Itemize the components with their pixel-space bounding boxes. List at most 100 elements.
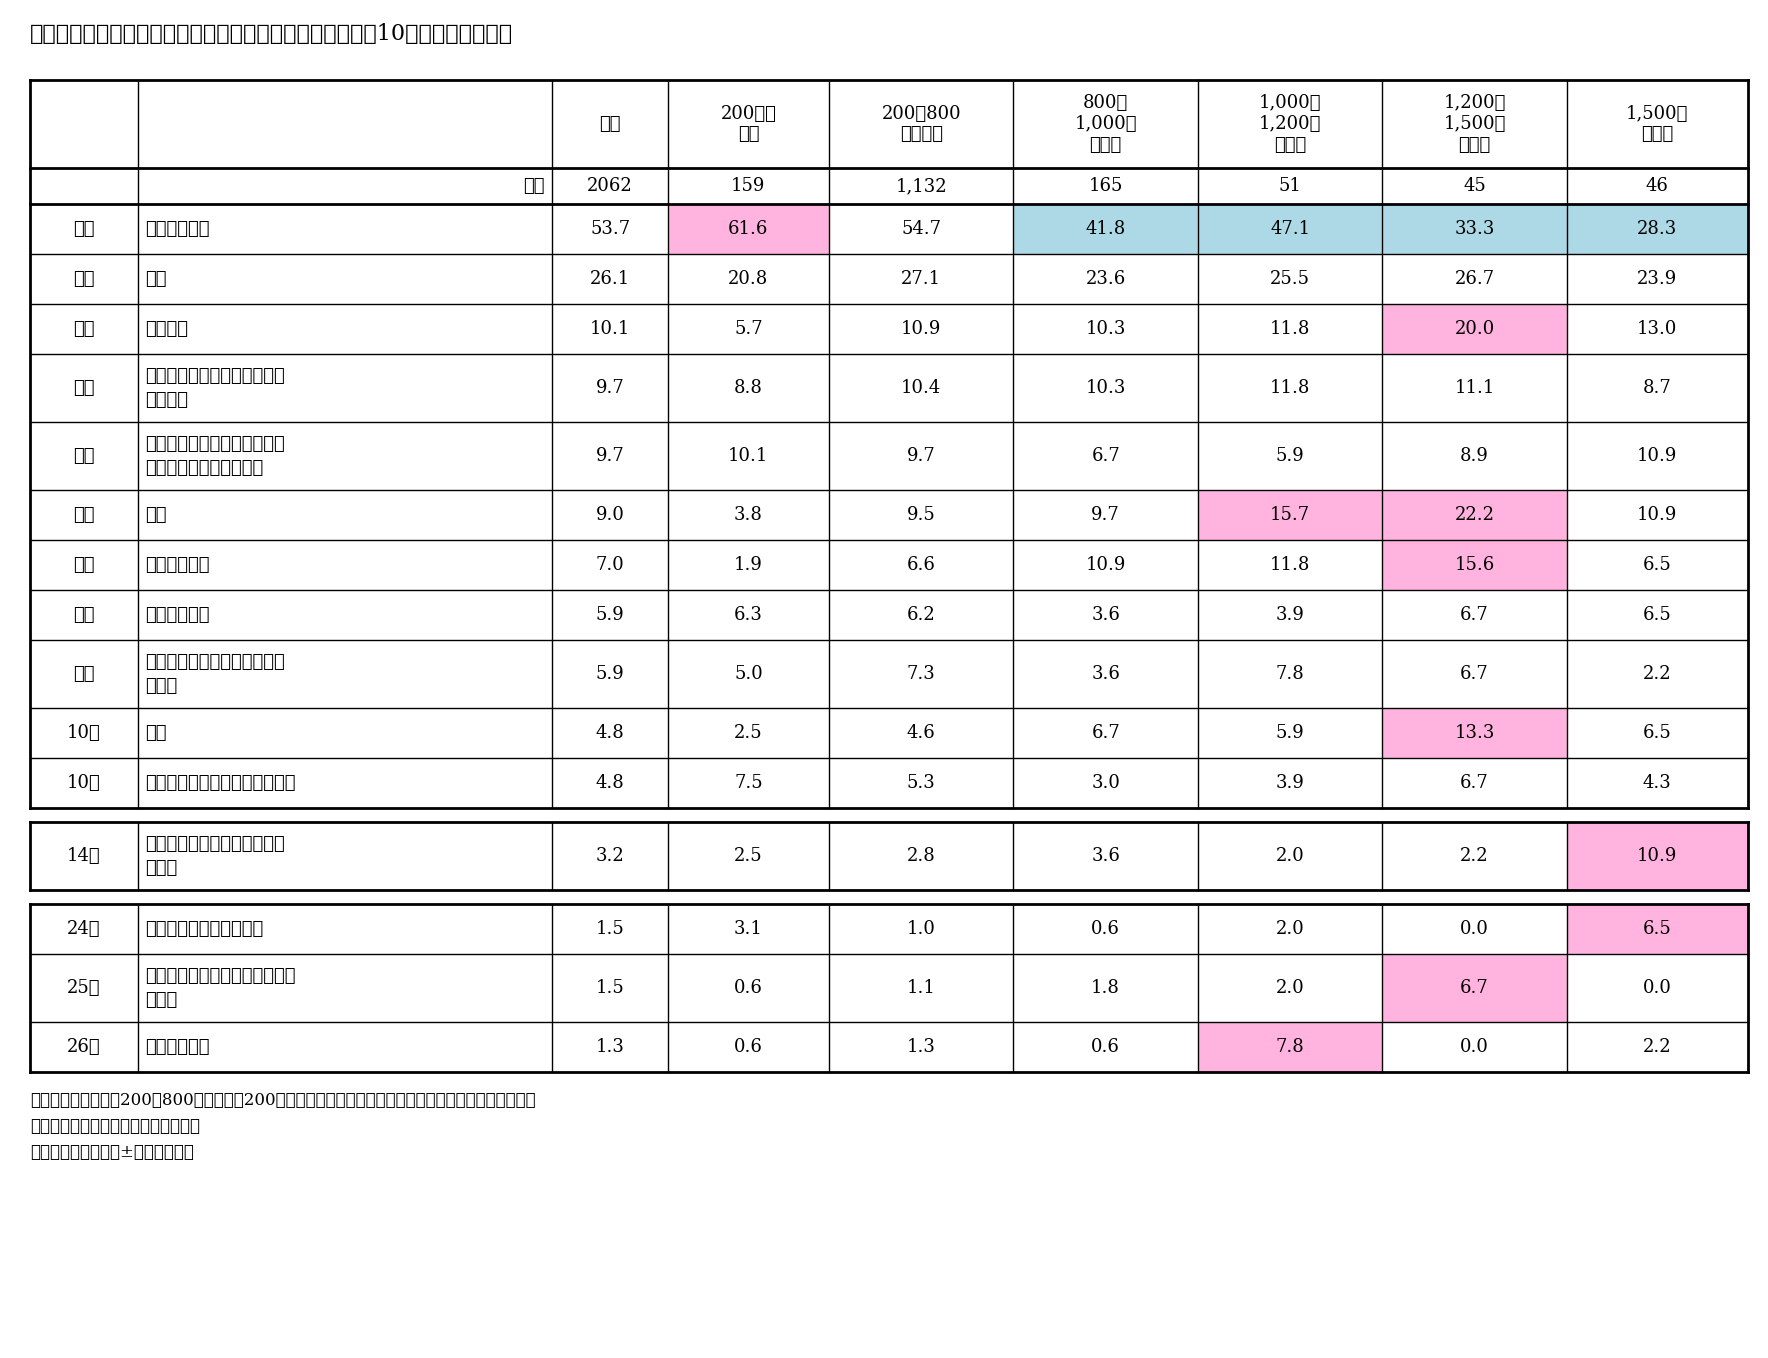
Text: 6.5: 6.5 xyxy=(1642,606,1673,623)
Text: 13.3: 13.3 xyxy=(1455,724,1494,741)
Text: 10.1: 10.1 xyxy=(591,320,629,338)
Text: 26位: 26位 xyxy=(67,1038,101,1057)
Text: 10位: 10位 xyxy=(67,774,101,792)
Text: 0.0: 0.0 xyxy=(1460,1038,1489,1057)
Text: 3.6: 3.6 xyxy=(1091,606,1121,623)
Text: 10.1: 10.1 xyxy=(728,447,769,464)
Text: 9.7: 9.7 xyxy=(1091,507,1121,524)
Text: 6.7: 6.7 xyxy=(1091,724,1121,741)
Text: 53.7: 53.7 xyxy=(591,220,629,238)
Text: 61.6: 61.6 xyxy=(728,220,769,238)
Text: 3.6: 3.6 xyxy=(1091,847,1121,865)
Text: 0.6: 0.6 xyxy=(734,1038,762,1057)
Text: 11.8: 11.8 xyxy=(1269,379,1310,397)
Text: 15.6: 15.6 xyxy=(1455,555,1494,574)
Text: 10.9: 10.9 xyxy=(1086,555,1126,574)
Text: 6.7: 6.7 xyxy=(1460,606,1489,623)
Text: ３位: ３位 xyxy=(72,320,94,338)
Text: 9.0: 9.0 xyxy=(596,507,624,524)
Text: １位: １位 xyxy=(72,220,94,238)
Bar xyxy=(1383,304,1566,354)
Text: 159: 159 xyxy=(732,177,766,196)
Text: 10.4: 10.4 xyxy=(902,379,941,397)
Text: 6.5: 6.5 xyxy=(1642,919,1673,938)
Text: 0.0: 0.0 xyxy=(1460,919,1489,938)
Text: 26.1: 26.1 xyxy=(591,270,629,288)
Text: 3.9: 3.9 xyxy=(1276,606,1305,623)
Text: 医療（健康診断や予防を含む）: 医療（健康診断や予防を含む） xyxy=(145,774,295,792)
Bar xyxy=(1199,490,1383,540)
Text: 6.6: 6.6 xyxy=(907,555,935,574)
Text: 1,500万
円以上: 1,500万 円以上 xyxy=(1627,105,1688,144)
Text: 20.8: 20.8 xyxy=(728,270,769,288)
Text: 14位: 14位 xyxy=(67,847,101,865)
Text: 5.9: 5.9 xyxy=(1276,447,1305,464)
Text: 2.5: 2.5 xyxy=(734,724,762,741)
Text: ６位: ６位 xyxy=(72,507,94,524)
Text: 子どもの教育: 子どもの教育 xyxy=(145,555,210,574)
Text: 2062: 2062 xyxy=(587,177,633,196)
Text: 200万円
未満: 200万円 未満 xyxy=(720,105,776,144)
Text: 2.2: 2.2 xyxy=(1642,665,1673,683)
Text: ４位: ４位 xyxy=(72,379,94,397)
Text: 0.0: 0.0 xyxy=(1642,979,1673,997)
Text: 5.9: 5.9 xyxy=(596,606,624,623)
Text: 5.7: 5.7 xyxy=(734,320,762,338)
Text: 33.3: 33.3 xyxy=(1455,220,1494,238)
Text: 1.3: 1.3 xyxy=(907,1038,935,1057)
Text: 図表６　世帯年収別に見た特別定額給付金の使い道　上位10位等（複数選択）: 図表６ 世帯年収別に見た特別定額給付金の使い道 上位10位等（複数選択） xyxy=(30,23,513,45)
Text: （注２）　いずれも順位は全体のもの: （注２） いずれも順位は全体のもの xyxy=(30,1118,200,1135)
Text: 200〜800
万円未満: 200〜800 万円未満 xyxy=(882,105,962,144)
Text: 11.8: 11.8 xyxy=(1269,555,1310,574)
Text: 1.3: 1.3 xyxy=(596,1038,624,1057)
Text: 生活費の補填: 生活費の補填 xyxy=(145,220,210,238)
Text: 26.7: 26.7 xyxy=(1455,270,1494,288)
Text: ８位: ８位 xyxy=(72,606,94,623)
Text: 家電製品やＡＶ機器の購入・
買い替え: 家電製品やＡＶ機器の購入・ 買い替え xyxy=(145,367,285,409)
Text: 1.9: 1.9 xyxy=(734,555,762,574)
Text: 5.9: 5.9 xyxy=(1276,724,1305,741)
Text: 家具やインテリアの購入・買
い替え: 家具やインテリアの購入・買 い替え xyxy=(145,653,285,695)
Text: 25位: 25位 xyxy=(67,979,101,997)
Text: 0.6: 0.6 xyxy=(734,979,762,997)
Text: （注１）　世帯年収200〜800万円未満は200万円きざみで見ても全体と同様であったためあわせている: （注１） 世帯年収200〜800万円未満は200万円きざみで見ても全体と同様であ… xyxy=(30,1092,536,1109)
Text: 3.8: 3.8 xyxy=(734,507,762,524)
Text: 1,200〜
1,500万
円未満: 1,200〜 1,500万 円未満 xyxy=(1443,94,1506,153)
Text: 11.1: 11.1 xyxy=(1455,379,1494,397)
Text: ９位: ９位 xyxy=(72,665,94,683)
Text: 8.7: 8.7 xyxy=(1642,379,1673,397)
Text: 20.0: 20.0 xyxy=(1455,320,1494,338)
Text: 45: 45 xyxy=(1464,177,1485,196)
Text: 23.6: 23.6 xyxy=(1086,270,1126,288)
Text: 9.5: 9.5 xyxy=(907,507,935,524)
Text: 6.3: 6.3 xyxy=(734,606,762,623)
Text: 3.1: 3.1 xyxy=(734,919,762,938)
Text: 165: 165 xyxy=(1089,177,1123,196)
Text: （注３）　全体より±５％に網掛け: （注３） 全体より±５％に網掛け xyxy=(30,1143,194,1161)
Text: 4.8: 4.8 xyxy=(596,774,624,792)
Text: 3.0: 3.0 xyxy=(1091,774,1121,792)
Text: 10.9: 10.9 xyxy=(1637,507,1678,524)
Text: 11.8: 11.8 xyxy=(1269,320,1310,338)
Text: 2.8: 2.8 xyxy=(907,847,935,865)
Text: 8.9: 8.9 xyxy=(1460,447,1489,464)
Text: 3.9: 3.9 xyxy=(1276,774,1305,792)
Bar xyxy=(1383,708,1566,758)
Text: 9.7: 9.7 xyxy=(907,447,935,464)
Text: 映画・舞台・コンサート・ライ
ブ鑑賞: 映画・舞台・コンサート・ライ ブ鑑賞 xyxy=(145,967,295,1009)
Bar xyxy=(1383,540,1566,589)
Text: 10位: 10位 xyxy=(67,724,101,741)
Text: 41.8: 41.8 xyxy=(1086,220,1126,238)
Text: 10.3: 10.3 xyxy=(1086,320,1126,338)
Bar xyxy=(1566,204,1749,254)
Text: 1.5: 1.5 xyxy=(596,979,624,997)
Text: 54.7: 54.7 xyxy=(902,220,941,238)
Text: 22.2: 22.2 xyxy=(1455,507,1494,524)
Text: 10.9: 10.9 xyxy=(902,320,941,338)
Bar xyxy=(1013,204,1199,254)
Text: 4.3: 4.3 xyxy=(1642,774,1673,792)
Text: 10.9: 10.9 xyxy=(1637,847,1678,865)
Text: 自転車の購入・買い替え: 自転車の購入・買い替え xyxy=(145,919,263,938)
Text: 6.2: 6.2 xyxy=(907,606,935,623)
Text: 10.3: 10.3 xyxy=(1086,379,1126,397)
